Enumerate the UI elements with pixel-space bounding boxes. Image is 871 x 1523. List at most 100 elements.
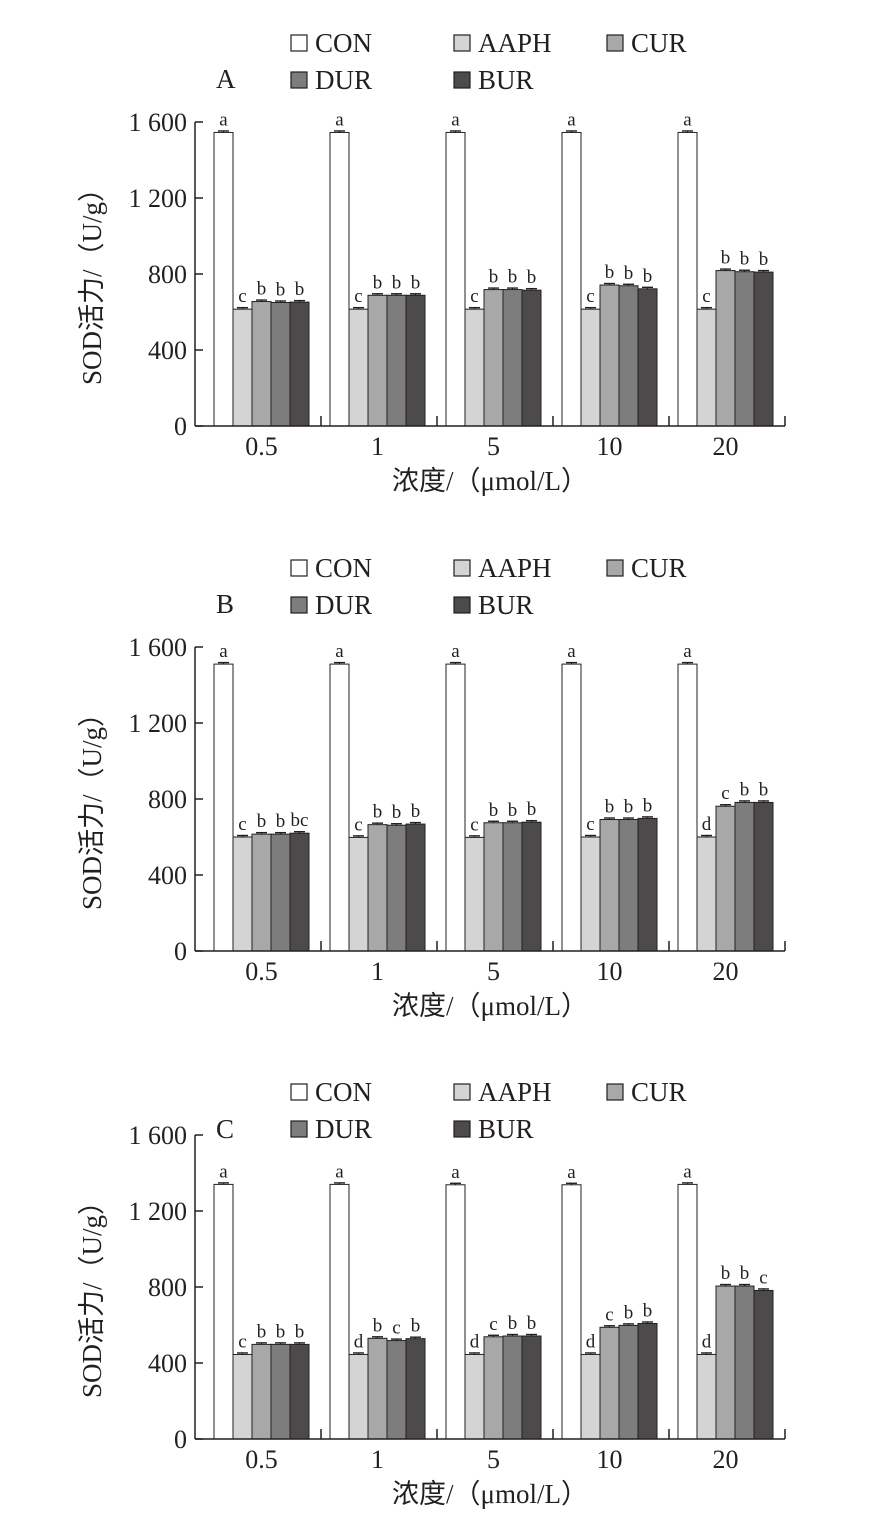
significance-letter-cur-0.5: b — [257, 279, 267, 300]
significance-letter-dur-5: b — [508, 800, 518, 821]
significance-letter-con-1: a — [335, 109, 344, 130]
bar-aaph-5 — [464, 1353, 485, 1440]
significance-letter-dur-0.5: b — [276, 1321, 286, 1342]
significance-letter-dur-0.5: b — [276, 811, 286, 832]
y-tick-label-800: 800 — [148, 1273, 187, 1302]
bar-bur-10 — [637, 288, 658, 427]
legend-label-dur: DUR — [315, 590, 372, 620]
significance-letter-cur-0.5: b — [257, 811, 267, 832]
bar-aaph-10 — [580, 836, 601, 952]
significance-letter-con-10: a — [567, 641, 576, 662]
bar-bur-0.5 — [289, 832, 310, 952]
bar-dur-10 — [618, 819, 639, 952]
significance-letter-con-5: a — [451, 109, 460, 130]
panel-label: A — [216, 64, 236, 94]
bar-bur-20 — [753, 801, 774, 952]
significance-letter-aaph-1: d — [354, 1331, 364, 1352]
y-tick-label-1600: 1 600 — [129, 633, 188, 662]
legend-label-dur: DUR — [315, 65, 372, 95]
significance-letter-bur-5: b — [527, 267, 537, 288]
significance-letter-cur-10: b — [605, 262, 615, 283]
bar-bur-5 — [521, 821, 542, 952]
significance-letter-dur-20: b — [740, 1263, 750, 1284]
significance-letter-con-20: a — [683, 1161, 692, 1182]
x-tick-label-1: 1 — [371, 957, 384, 986]
bar-dur-1 — [386, 824, 407, 952]
legend-swatch-aaph — [453, 1083, 471, 1101]
significance-letter-aaph-0.5: c — [238, 814, 246, 835]
bar-aaph-10 — [580, 308, 601, 427]
x-tick-label-0.5: 0.5 — [245, 432, 278, 461]
bar-aaph-10 — [580, 1353, 601, 1440]
bar-aaph-0.5 — [232, 308, 253, 427]
significance-letter-dur-20: b — [740, 249, 750, 270]
y-tick-label-400: 400 — [148, 336, 187, 365]
legend-label-con: CON — [315, 1077, 372, 1107]
significance-letter-con-1: a — [335, 641, 344, 662]
legend-swatch-con — [290, 34, 308, 52]
bar-bur-10 — [637, 1322, 658, 1440]
bar-cur-5 — [483, 289, 504, 427]
y-axis-title: SOD活力/（U/g） — [77, 700, 107, 910]
significance-letter-con-0.5: a — [219, 109, 228, 130]
legend-label-cur: CUR — [631, 553, 687, 583]
significance-letter-cur-20: b — [721, 248, 731, 269]
significance-letter-con-10: a — [567, 109, 576, 130]
significance-letter-bur-10: b — [643, 266, 653, 287]
significance-letter-cur-20: c — [721, 783, 729, 804]
y-tick-label-400: 400 — [148, 1349, 187, 1378]
legend-swatch-aaph — [453, 34, 471, 52]
bar-con-5 — [445, 1184, 466, 1440]
legend-swatch-dur — [290, 1120, 308, 1138]
bar-bur-0.5 — [289, 1343, 310, 1440]
y-tick-label-1200: 1 200 — [129, 709, 188, 738]
bar-con-20 — [677, 663, 698, 952]
legend-swatch-dur — [290, 71, 308, 89]
significance-letter-cur-10: c — [605, 1304, 613, 1325]
legend-swatch-bur — [453, 71, 471, 89]
bar-dur-1 — [386, 1340, 407, 1440]
significance-letter-dur-10: b — [624, 263, 634, 284]
legend-label-cur: CUR — [631, 28, 687, 58]
significance-letter-dur-1: b — [392, 272, 402, 293]
legend-swatch-con — [290, 1083, 308, 1101]
bar-cur-10 — [599, 284, 620, 427]
legend-swatch-cur — [606, 34, 624, 52]
significance-letter-con-1: a — [335, 1161, 344, 1182]
y-tick-label-400: 400 — [148, 861, 187, 890]
bar-aaph-5 — [464, 836, 485, 952]
significance-letter-cur-1: b — [373, 272, 383, 293]
y-axis-title: SOD活力/（U/g） — [77, 175, 107, 385]
x-tick-label-5: 5 — [487, 1445, 500, 1474]
x-tick-label-5: 5 — [487, 957, 500, 986]
legend-swatch-dur — [290, 596, 308, 614]
significance-letter-con-0.5: a — [219, 641, 228, 662]
x-axis-title: 浓度/（μmol/L） — [392, 1479, 588, 1509]
bar-aaph-0.5 — [232, 836, 253, 952]
significance-letter-dur-5: b — [508, 267, 518, 288]
bar-con-5 — [445, 663, 466, 952]
bar-con-0.5 — [213, 131, 234, 427]
significance-letter-bur-0.5: b — [295, 279, 305, 300]
significance-letter-dur-20: b — [740, 779, 750, 800]
bar-dur-0.5 — [270, 302, 291, 427]
bar-bur-20 — [753, 271, 774, 427]
bar-bur-1 — [405, 1338, 426, 1440]
significance-letter-dur-1: b — [392, 802, 402, 823]
significance-letter-bur-20: b — [759, 779, 769, 800]
significance-letter-con-5: a — [451, 641, 460, 662]
significance-letter-con-20: a — [683, 109, 692, 130]
bar-con-10 — [561, 131, 582, 427]
significance-letter-aaph-1: c — [354, 286, 362, 307]
panel-label: C — [216, 1114, 234, 1144]
legend-swatch-con — [290, 559, 308, 577]
x-tick-label-10: 10 — [597, 957, 623, 986]
legend-label-aaph: AAPH — [478, 1077, 552, 1107]
significance-letter-aaph-20: d — [702, 1331, 712, 1352]
bar-dur-5 — [502, 822, 523, 952]
x-tick-label-10: 10 — [597, 432, 623, 461]
bar-aaph-1 — [348, 836, 369, 952]
bar-con-10 — [561, 663, 582, 952]
bar-cur-5 — [483, 1336, 504, 1440]
